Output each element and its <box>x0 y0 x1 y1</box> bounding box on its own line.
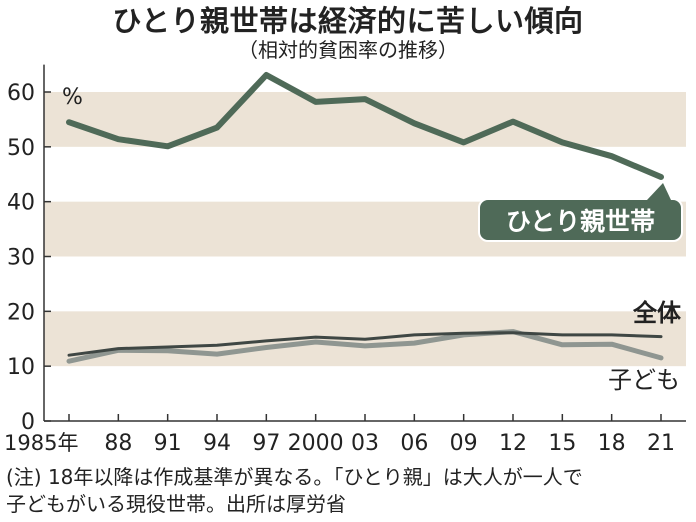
x-tick-label: 94 <box>203 431 231 456</box>
label-single-parent: ひとり親世帯 <box>506 207 655 236</box>
series-line-single-parent <box>66 72 664 180</box>
x-tick-label: 12 <box>499 431 527 456</box>
x-tick-label: 18 <box>598 431 626 456</box>
series-lines <box>66 72 664 364</box>
y-tick-label: 60 <box>7 81 35 106</box>
series-line-overall <box>67 331 663 357</box>
x-tick-label: 21 <box>647 431 675 456</box>
x-tick-label: 97 <box>252 431 280 456</box>
y-tick-label: 20 <box>7 300 35 325</box>
y-tick-label: 50 <box>7 136 35 161</box>
y-tick-label: 30 <box>7 246 35 271</box>
series-line-children <box>66 329 664 364</box>
label-overall: 全体 <box>632 299 682 327</box>
x-tick-label: 88 <box>104 431 132 456</box>
label-box-single-parent <box>478 198 683 242</box>
footnote-line-2: 子どもがいる現役世帯。出所は厚労省 <box>6 492 346 516</box>
x-tick-label: 15 <box>548 431 576 456</box>
y-unit-label: % <box>62 85 83 110</box>
footnote-line-1: (注) 18年以降は作成基準が異なる。「ひとり親」は大人が一人で <box>6 465 583 489</box>
y-axis: 0 10 20 30 40 50 60% <box>7 64 83 435</box>
footnote: (注) 18年以降は作成基準が異なる。「ひとり親」は大人が一人で 子どもがいる現… <box>6 464 692 518</box>
x-tick-label: 03 <box>351 431 379 456</box>
y-tick-label: 40 <box>7 191 35 216</box>
chart-title: ひとり親世帯は経済的に苦しい傾向 <box>112 4 584 38</box>
chart-subtitle: （相対的貧困率の推移） <box>238 38 458 62</box>
x-tick-label: 06 <box>400 431 428 456</box>
x-tick-label: 91 <box>154 431 182 456</box>
y-tick-label: 0 <box>21 410 35 435</box>
x-axis: 1985年 88 91 94 97 2000 03 06 09 12 15 18 21 <box>4 414 686 456</box>
x-tick-label: 1985年 <box>4 431 78 455</box>
label-children: 子ども <box>608 366 680 394</box>
y-tick-label: 10 <box>7 355 35 380</box>
x-tick-label: 09 <box>450 431 478 456</box>
label-pointer-single-parent <box>647 182 671 200</box>
x-tick-label: 2000 <box>288 431 344 456</box>
